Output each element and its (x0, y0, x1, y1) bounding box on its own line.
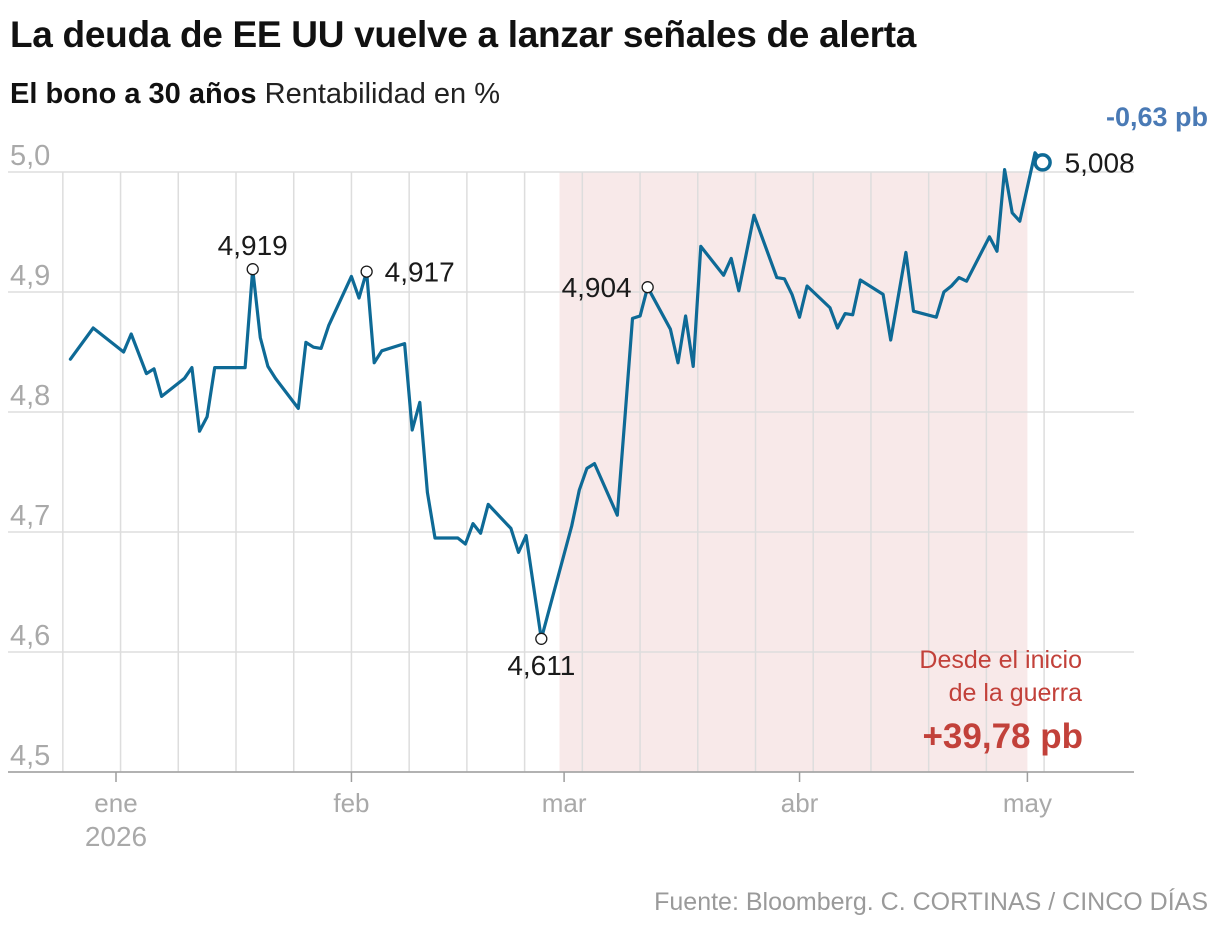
highlight-point-marker (246, 263, 259, 276)
highlight-point-marker (535, 632, 548, 645)
y-tick-label: 4,5 (10, 740, 50, 772)
y-tick-label: 4,9 (10, 260, 50, 292)
x-tick-label: feb (333, 788, 369, 818)
point-value-label: 4,611 (507, 650, 575, 681)
war-label-line-2: de la guerra (949, 679, 1083, 707)
war-period-shading (559, 172, 1028, 772)
point-value-label: 4,904 (562, 272, 632, 303)
subtitle-unit: Rentabilidad en % (264, 78, 501, 110)
chart-subtitle: El bono a 30 años Rentabilidad en % (10, 78, 500, 111)
x-tick-label: may (1003, 788, 1052, 818)
point-value-label: 4,917 (385, 257, 455, 288)
highlight-point-marker (641, 281, 654, 294)
highlight-point-marker (360, 265, 373, 278)
x-tick-label: ene (94, 788, 137, 818)
x-tick-label: mar (542, 788, 587, 818)
war-change-annotation: +39,78 pb (922, 717, 1083, 756)
subtitle-bold: El bono a 30 años (10, 78, 257, 110)
y-tick-label: 4,7 (10, 500, 50, 532)
daily-change-annotation: -0,63 pb (1106, 102, 1208, 132)
y-tick-label: 4,6 (10, 620, 50, 652)
y-tick-label: 5,0 (10, 140, 50, 172)
point-value-label: 5,008 (1065, 147, 1135, 178)
source-credit: Fuente: Bloomberg. C. CORTINAS / CINCO D… (654, 888, 1208, 916)
x-tick-year-label: 2026 (85, 821, 147, 852)
point-value-label: 4,919 (218, 230, 288, 261)
last-value-marker (1033, 153, 1052, 172)
x-tick-label: abr (781, 788, 819, 818)
war-label-line-1: Desde el inicio (919, 646, 1082, 674)
yield-series-line (68, 151, 1045, 641)
y-tick-label: 4,8 (10, 380, 50, 412)
chart-title: La deuda de EE UU vuelve a lanzar señale… (10, 14, 916, 55)
